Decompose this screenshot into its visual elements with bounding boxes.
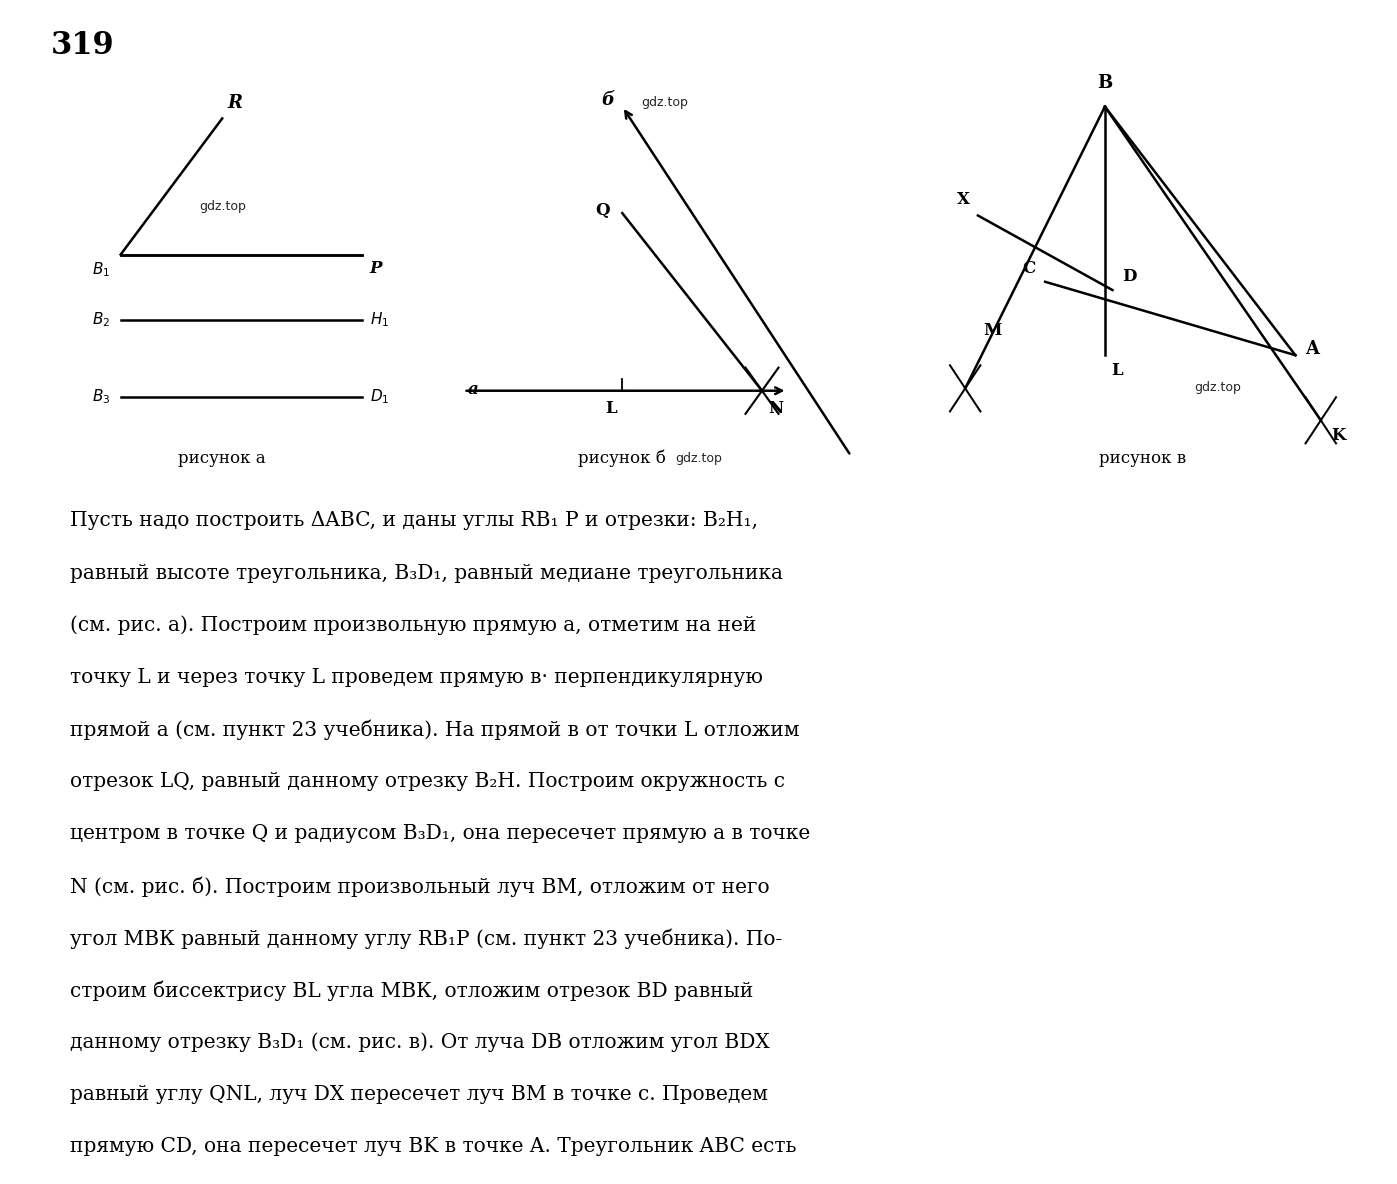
Text: (см. рис. а). Построим произвольную прямую а, отметим на ней: (см. рис. а). Построим произвольную прям…	[70, 616, 756, 636]
Text: gdz.top: gdz.top	[1194, 381, 1241, 394]
Text: рисунок в: рисунок в	[1099, 450, 1186, 466]
Text: б: б	[602, 91, 615, 109]
Text: $D_1$: $D_1$	[370, 387, 388, 406]
Text: отрезок LQ, равный данному отрезку B₂H. Построим окружность с: отрезок LQ, равный данному отрезку B₂H. …	[70, 772, 785, 791]
Text: X: X	[957, 192, 971, 208]
Text: K: K	[1331, 427, 1345, 444]
Text: a: a	[468, 381, 478, 398]
Text: L: L	[1111, 362, 1123, 379]
Text: рисунок б: рисунок б	[578, 450, 666, 468]
Text: A: A	[1306, 340, 1320, 359]
Text: данному отрезку B₃D₁ (см. рис. в). От луча DB отложим угол BDX: данному отрезку B₃D₁ (см. рис. в). От лу…	[70, 1032, 770, 1053]
Text: равный углу QNL, луч DX пересечет луч BM в точке c. Проведем: равный углу QNL, луч DX пересечет луч BM…	[70, 1085, 768, 1103]
Text: gdz.top: gdz.top	[641, 96, 689, 109]
Text: L: L	[605, 400, 617, 417]
Text: Пусть надо построить ΔABC, и даны углы RB₁ P и отрезки: B₂H₁,: Пусть надо построить ΔABC, и даны углы R…	[70, 511, 757, 530]
Text: M: M	[983, 322, 1002, 339]
Text: N (см. рис. б). Построим произвольный луч BM, отложим от него: N (см. рис. б). Построим произвольный лу…	[70, 876, 770, 896]
Text: центром в точке Q и радиусом B₃D₁, она пересечет прямую а в точке: центром в точке Q и радиусом B₃D₁, она п…	[70, 824, 810, 843]
Text: точку L и через точку L проведем прямую в· перпендикулярную: точку L и через точку L проведем прямую …	[70, 668, 763, 687]
Text: R: R	[228, 95, 242, 112]
Text: равный высоте треугольника, B₃D₁, равный медиане треугольника: равный высоте треугольника, B₃D₁, равный…	[70, 564, 782, 583]
Text: строим биссектрису BL угла МВК, отложим отрезок BD равный: строим биссектрису BL угла МВК, отложим …	[70, 980, 753, 1000]
Text: прямую CD, она пересечет луч BK в точке A. Треугольник ABC есть: прямую CD, она пересечет луч BK в точке …	[70, 1137, 796, 1156]
Text: $H_1$: $H_1$	[370, 310, 388, 329]
Text: рисунок а: рисунок а	[179, 450, 265, 466]
Text: P: P	[370, 260, 381, 277]
Text: gdz.top: gdz.top	[198, 200, 246, 213]
Text: B: B	[1097, 75, 1112, 92]
Text: $B_2$: $B_2$	[92, 310, 110, 329]
Text: Q: Q	[595, 202, 609, 219]
Text: $B_1$: $B_1$	[92, 260, 110, 279]
Text: C: C	[1021, 260, 1035, 277]
Text: gdz.top: gdz.top	[676, 452, 722, 465]
Text: угол МВК равный данному углу RB₁P (см. пункт 23 учебника). По-: угол МВК равный данному углу RB₁P (см. п…	[70, 928, 782, 948]
Text: N: N	[768, 400, 784, 417]
Text: прямой а (см. пункт 23 учебника). На прямой в от точки L отложим: прямой а (см. пункт 23 учебника). На пря…	[70, 720, 799, 740]
Text: 319: 319	[50, 30, 115, 60]
Text: D: D	[1123, 269, 1137, 285]
Text: $B_3$: $B_3$	[92, 387, 110, 406]
